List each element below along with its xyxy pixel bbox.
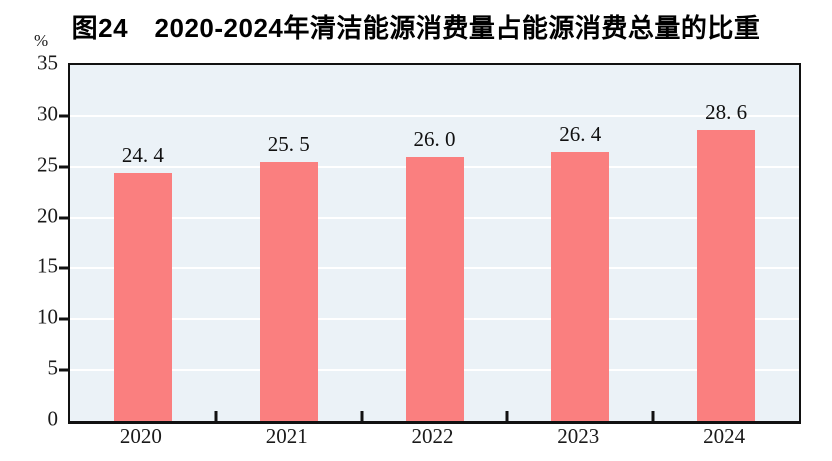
- y-axis-tick-label: 0: [47, 406, 59, 431]
- bar-2020: [113, 172, 172, 421]
- x-axis-tick: [360, 411, 364, 421]
- gridline: [70, 114, 799, 117]
- bar-2021: [259, 161, 318, 421]
- bar-value-label: 24. 4: [121, 142, 164, 167]
- y-axis-tick-label: 20: [37, 203, 58, 228]
- x-axis-tick-label: 2021: [265, 424, 308, 448]
- y-axis-tick: [59, 317, 68, 321]
- x-axis-tick-label: 2022: [411, 424, 454, 448]
- y-axis-tick: [59, 165, 68, 169]
- bar-2023: [551, 152, 610, 421]
- bar-value-label: 25. 5: [267, 131, 310, 156]
- y-axis-tick-label: 5: [47, 355, 59, 380]
- y-axis-tick-label: 25: [37, 152, 58, 177]
- x-axis-tick: [505, 411, 509, 421]
- bar-value-label: 26. 0: [413, 126, 456, 151]
- bar-value-label: 28. 6: [705, 100, 748, 125]
- x-axis: 2020 2021 2022 2023 2024: [68, 426, 797, 454]
- y-axis-tick-label: 10: [37, 304, 58, 329]
- y-axis-unit-label: %: [34, 31, 49, 50]
- y-axis-tick-label: 35: [37, 50, 58, 75]
- y-axis-tick: [59, 368, 68, 372]
- y-axis-tick: [59, 114, 68, 118]
- y-axis-tick: [59, 216, 68, 220]
- x-axis-tick-label: 2024: [703, 424, 746, 448]
- x-axis-tick: [214, 411, 218, 421]
- x-axis-tick-label: 2020: [119, 424, 162, 448]
- bar-2022: [405, 156, 464, 421]
- y-axis-tick-label: 15: [37, 253, 58, 278]
- x-axis-tick: [651, 411, 655, 421]
- bar-value-label: 26. 4: [559, 122, 602, 147]
- bar-2024: [697, 130, 756, 421]
- x-axis-tick-label: 2023: [557, 424, 600, 448]
- plot-area: 24. 4 25. 5 26. 0 26. 4 28. 6: [59, 63, 801, 424]
- chart-title: 图24 2020-2024年清洁能源消费量占能源消费总量的比重: [71, 13, 761, 43]
- y-axis-tick: [59, 266, 68, 270]
- y-axis: 0 5 10 15 20 25 30 35: [0, 52, 59, 429]
- y-axis-tick-label: 30: [37, 101, 58, 126]
